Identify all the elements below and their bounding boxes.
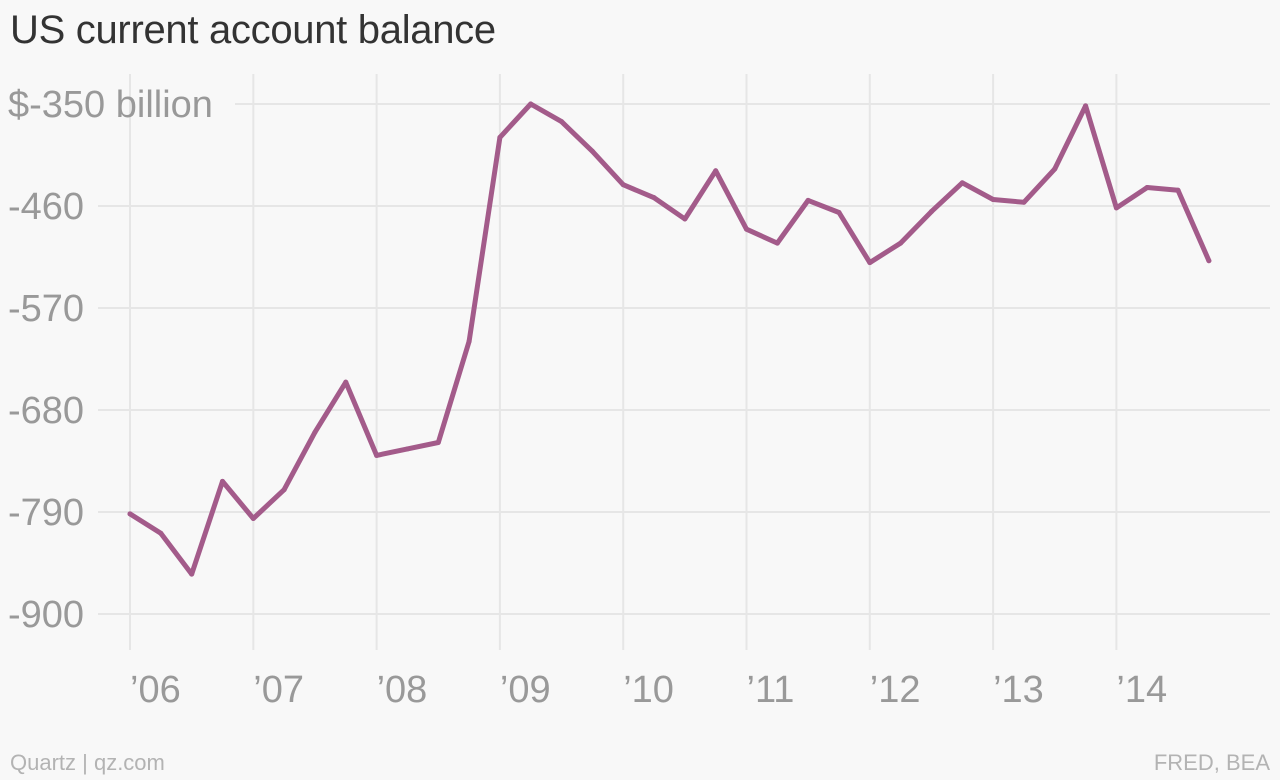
- data-point: [1052, 166, 1058, 172]
- x-tick-label: ’11: [747, 669, 795, 711]
- y-tick-label: -900: [8, 594, 84, 636]
- data-point: [928, 209, 934, 215]
- axis-labels: $-350 billion -460 -570 -680 -790 -900 ’06 ’07 ’…: [8, 84, 1167, 711]
- chart-title: US current account balance: [10, 8, 496, 52]
- data-point: [312, 429, 318, 435]
- gridlines: [98, 74, 1270, 650]
- y-tick-label: -460: [8, 186, 84, 228]
- data-point: [959, 180, 965, 186]
- data-point: [805, 197, 811, 203]
- x-tick-label: ’07: [253, 669, 304, 711]
- data-point: [281, 487, 287, 493]
- data-point: [1083, 103, 1089, 109]
- data-point: [620, 182, 626, 188]
- x-tick-label: ’10: [623, 669, 674, 711]
- data-point: [1113, 205, 1119, 211]
- x-tick-label: ’13: [993, 669, 1044, 711]
- data-point: [867, 260, 873, 266]
- data-point: [343, 379, 349, 385]
- series-line: [127, 101, 1212, 577]
- data-point: [435, 439, 441, 445]
- data-point: [744, 226, 749, 232]
- data-point: [219, 478, 225, 484]
- y-tick-label: -570: [8, 288, 84, 330]
- source-text: FRED, BEA: [1153, 750, 1270, 775]
- data-point: [127, 511, 133, 517]
- data-point: [774, 240, 780, 246]
- data-point: [1021, 199, 1027, 205]
- credit-text: Quartz | qz.com: [10, 750, 165, 775]
- x-tick-label: ’08: [377, 669, 428, 711]
- data-point: [497, 134, 503, 140]
- x-tick-label: ’09: [500, 669, 551, 711]
- data-point: [898, 240, 904, 246]
- data-point: [1175, 187, 1181, 193]
- x-tick-label: ’14: [1116, 669, 1167, 711]
- data-point: [990, 197, 996, 203]
- data-point: [189, 571, 195, 577]
- x-tick-label: ’06: [130, 669, 181, 711]
- data-point: [836, 209, 842, 215]
- data-point: [559, 119, 565, 125]
- data-point: [682, 216, 688, 222]
- y-tick-label: $-350 billion: [8, 84, 213, 126]
- x-tick-label: ’12: [870, 669, 921, 711]
- y-tick-label: -790: [8, 492, 84, 534]
- data-point: [158, 530, 164, 536]
- data-point: [250, 515, 256, 521]
- data-point: [713, 168, 719, 174]
- data-point: [466, 338, 472, 344]
- data-point: [374, 452, 380, 458]
- y-tick-label: -680: [8, 390, 84, 432]
- data-point: [1206, 258, 1212, 264]
- data-point: [651, 195, 657, 201]
- series-layer: [127, 101, 1212, 577]
- data-point: [528, 101, 534, 107]
- data-point: [1144, 184, 1150, 190]
- data-point: [589, 148, 595, 154]
- data-point: [404, 446, 410, 452]
